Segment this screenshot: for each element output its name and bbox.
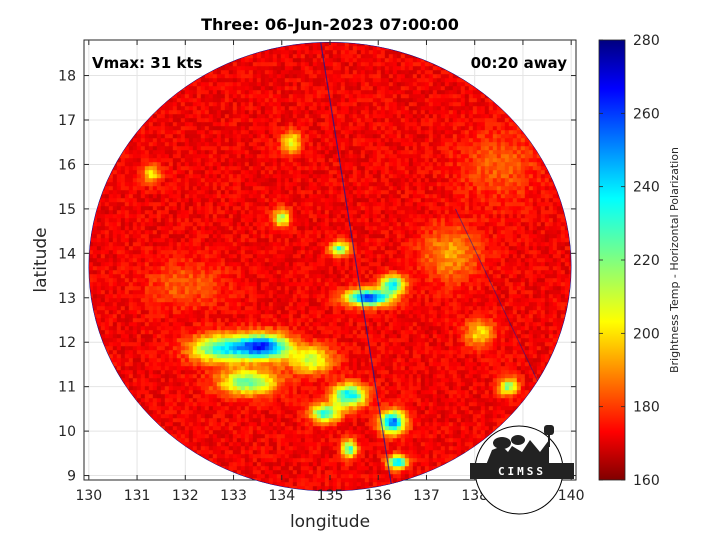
colorbar-tick-label: 280	[633, 33, 660, 49]
colorbar-tick-label: 180	[633, 400, 660, 416]
y-tick-label: 10	[58, 424, 76, 440]
y-tick-label: 13	[58, 291, 76, 307]
vmax-annotation: Vmax: 31 kts	[92, 54, 202, 72]
x-tick-label: 131	[124, 488, 151, 504]
x-tick-label: 134	[268, 488, 295, 504]
y-axis-label: latitude	[31, 227, 51, 292]
x-tick-label: 136	[365, 488, 392, 504]
colorbar-tick-label: 160	[633, 473, 660, 489]
x-tick-label: 130	[75, 488, 102, 504]
colorbar-gradient	[598, 39, 626, 481]
x-tick-label: 135	[317, 488, 344, 504]
colorbar-tick-label: 220	[633, 253, 660, 269]
colorbar-tick-label: 240	[633, 180, 660, 196]
colorbar: 160 180 200 220 240 260 280 Brightness Temp - …	[598, 33, 681, 489]
y-tick-label: 12	[58, 335, 76, 351]
y-tick-label: 15	[58, 202, 76, 218]
y-tick-label: 18	[58, 69, 76, 85]
y-tick-label: 9	[67, 469, 76, 485]
colorbar-ticks: 160 180 200 220 240 260 280	[599, 33, 660, 489]
chart-title: Three: 06-Jun-2023 07:00:00	[201, 15, 459, 34]
colorbar-label: Brightness Temp - Horizontal Polarizatio…	[668, 147, 681, 373]
swath-heatmap	[88, 42, 572, 492]
y-tick-label: 17	[58, 113, 76, 129]
time-away-annotation: 00:20 away	[471, 54, 568, 72]
colorbar-tick-label: 260	[633, 106, 660, 122]
y-tick-label: 16	[58, 157, 76, 173]
x-tick-label: 137	[413, 488, 440, 504]
cimss-logo: CIMSS	[470, 425, 574, 515]
y-tick-label: 11	[58, 380, 76, 396]
colorbar-tick-label: 200	[633, 326, 660, 342]
x-tick-label: 140	[558, 488, 585, 504]
x-tick-label: 133	[220, 488, 247, 504]
y-axis-ticks: 9 10 11 12 13 14 15 16 17 18	[58, 69, 576, 485]
x-tick-label: 132	[172, 488, 199, 504]
x-axis-label: longitude	[290, 512, 370, 532]
y-tick-label: 14	[58, 246, 76, 262]
